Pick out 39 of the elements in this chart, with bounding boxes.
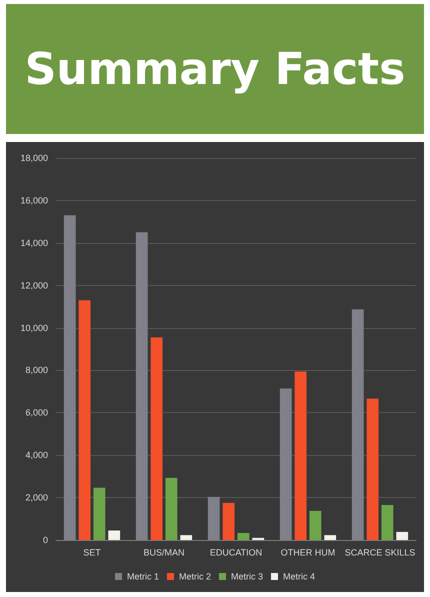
bar	[280, 388, 292, 540]
bar	[396, 532, 408, 540]
bar	[352, 309, 364, 540]
bar	[381, 504, 394, 540]
x-tick-label: BUS/MAN	[143, 548, 185, 558]
y-tick-label: 16,000	[20, 195, 48, 206]
bar	[165, 478, 178, 540]
bar	[309, 510, 322, 540]
bar	[150, 337, 163, 540]
bar	[366, 398, 379, 540]
x-tick-label: EDUCATION	[210, 548, 262, 558]
y-tick-label: 6,000	[25, 408, 48, 418]
y-tick-label: 18,000	[20, 153, 48, 163]
bar	[222, 502, 235, 540]
legend-label: Metric 2	[178, 572, 212, 582]
x-tick-label: SCARCE SKILLS	[344, 548, 416, 558]
bar	[324, 535, 336, 540]
y-tick-label: 14,000	[20, 238, 48, 248]
y-tick-label: 10,000	[20, 322, 48, 333]
y-tick-label: 2,000	[25, 492, 48, 503]
bar	[136, 232, 148, 540]
x-tick-label: OTHER HUM	[280, 548, 336, 558]
y-tick-label: 12,000	[20, 280, 48, 290]
chart-title: Summary Facts	[6, 4, 424, 134]
y-tick-label: 4,000	[25, 450, 48, 460]
legend-label: Metric 1	[126, 572, 160, 582]
legend-label: Metric 4	[283, 572, 316, 582]
legend-label: Metric 3	[231, 572, 264, 582]
bar	[180, 535, 192, 540]
bar	[93, 488, 106, 540]
bar	[208, 496, 220, 540]
y-tick-label: 0	[42, 535, 48, 545]
bar	[237, 532, 250, 540]
x-tick-label: SET	[83, 548, 102, 558]
bar	[294, 371, 307, 540]
bar	[78, 300, 91, 540]
y-tick-label: 8,000	[25, 365, 48, 376]
bar	[64, 215, 76, 540]
bar	[108, 530, 120, 540]
